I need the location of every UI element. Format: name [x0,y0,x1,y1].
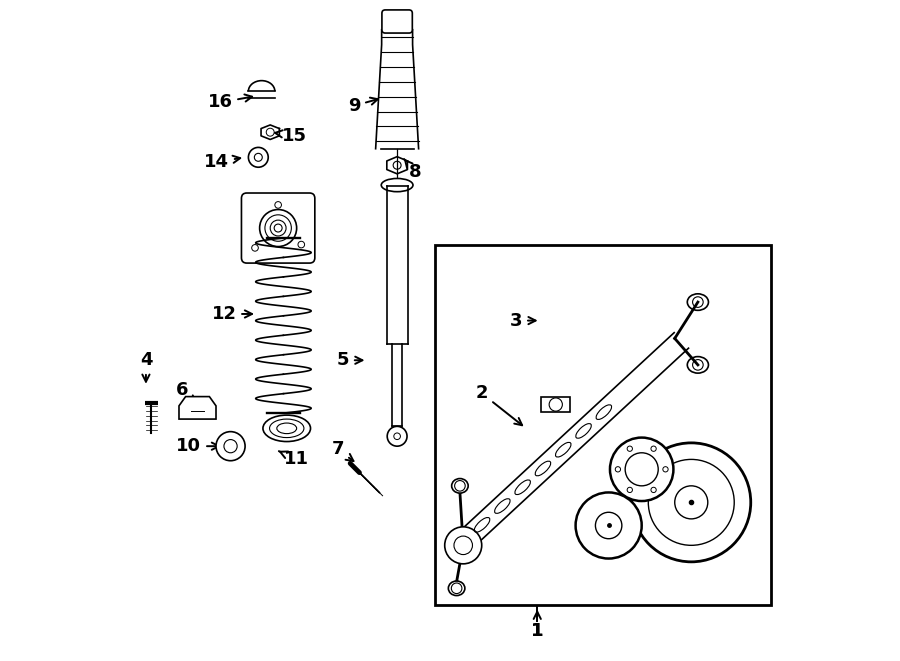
Circle shape [445,527,482,564]
Text: 14: 14 [204,153,240,171]
Text: 3: 3 [509,311,536,330]
Ellipse shape [448,581,465,596]
Text: 5: 5 [337,351,363,369]
Text: 7: 7 [331,440,354,461]
Circle shape [632,443,751,562]
Text: 9: 9 [348,97,378,115]
Bar [541,397,571,412]
Ellipse shape [688,357,708,373]
Text: 11: 11 [279,450,309,469]
Text: 6: 6 [176,381,195,403]
Ellipse shape [382,178,413,192]
Circle shape [216,432,245,461]
FancyBboxPatch shape [382,10,412,33]
Text: 12: 12 [212,305,252,323]
Bar [436,245,771,605]
Text: 13: 13 [284,219,316,237]
Text: 4: 4 [140,351,152,382]
FancyBboxPatch shape [241,193,315,263]
Ellipse shape [263,415,310,442]
Text: 1: 1 [531,622,544,641]
Ellipse shape [452,479,468,493]
Circle shape [576,492,642,559]
Circle shape [610,438,673,501]
Ellipse shape [688,293,708,310]
Text: 8: 8 [404,159,421,181]
Text: 2: 2 [475,384,522,425]
Text: 10: 10 [176,437,219,455]
Text: 1: 1 [531,611,544,641]
Polygon shape [179,397,216,419]
Text: 16: 16 [208,93,252,112]
Text: 15: 15 [275,126,307,145]
